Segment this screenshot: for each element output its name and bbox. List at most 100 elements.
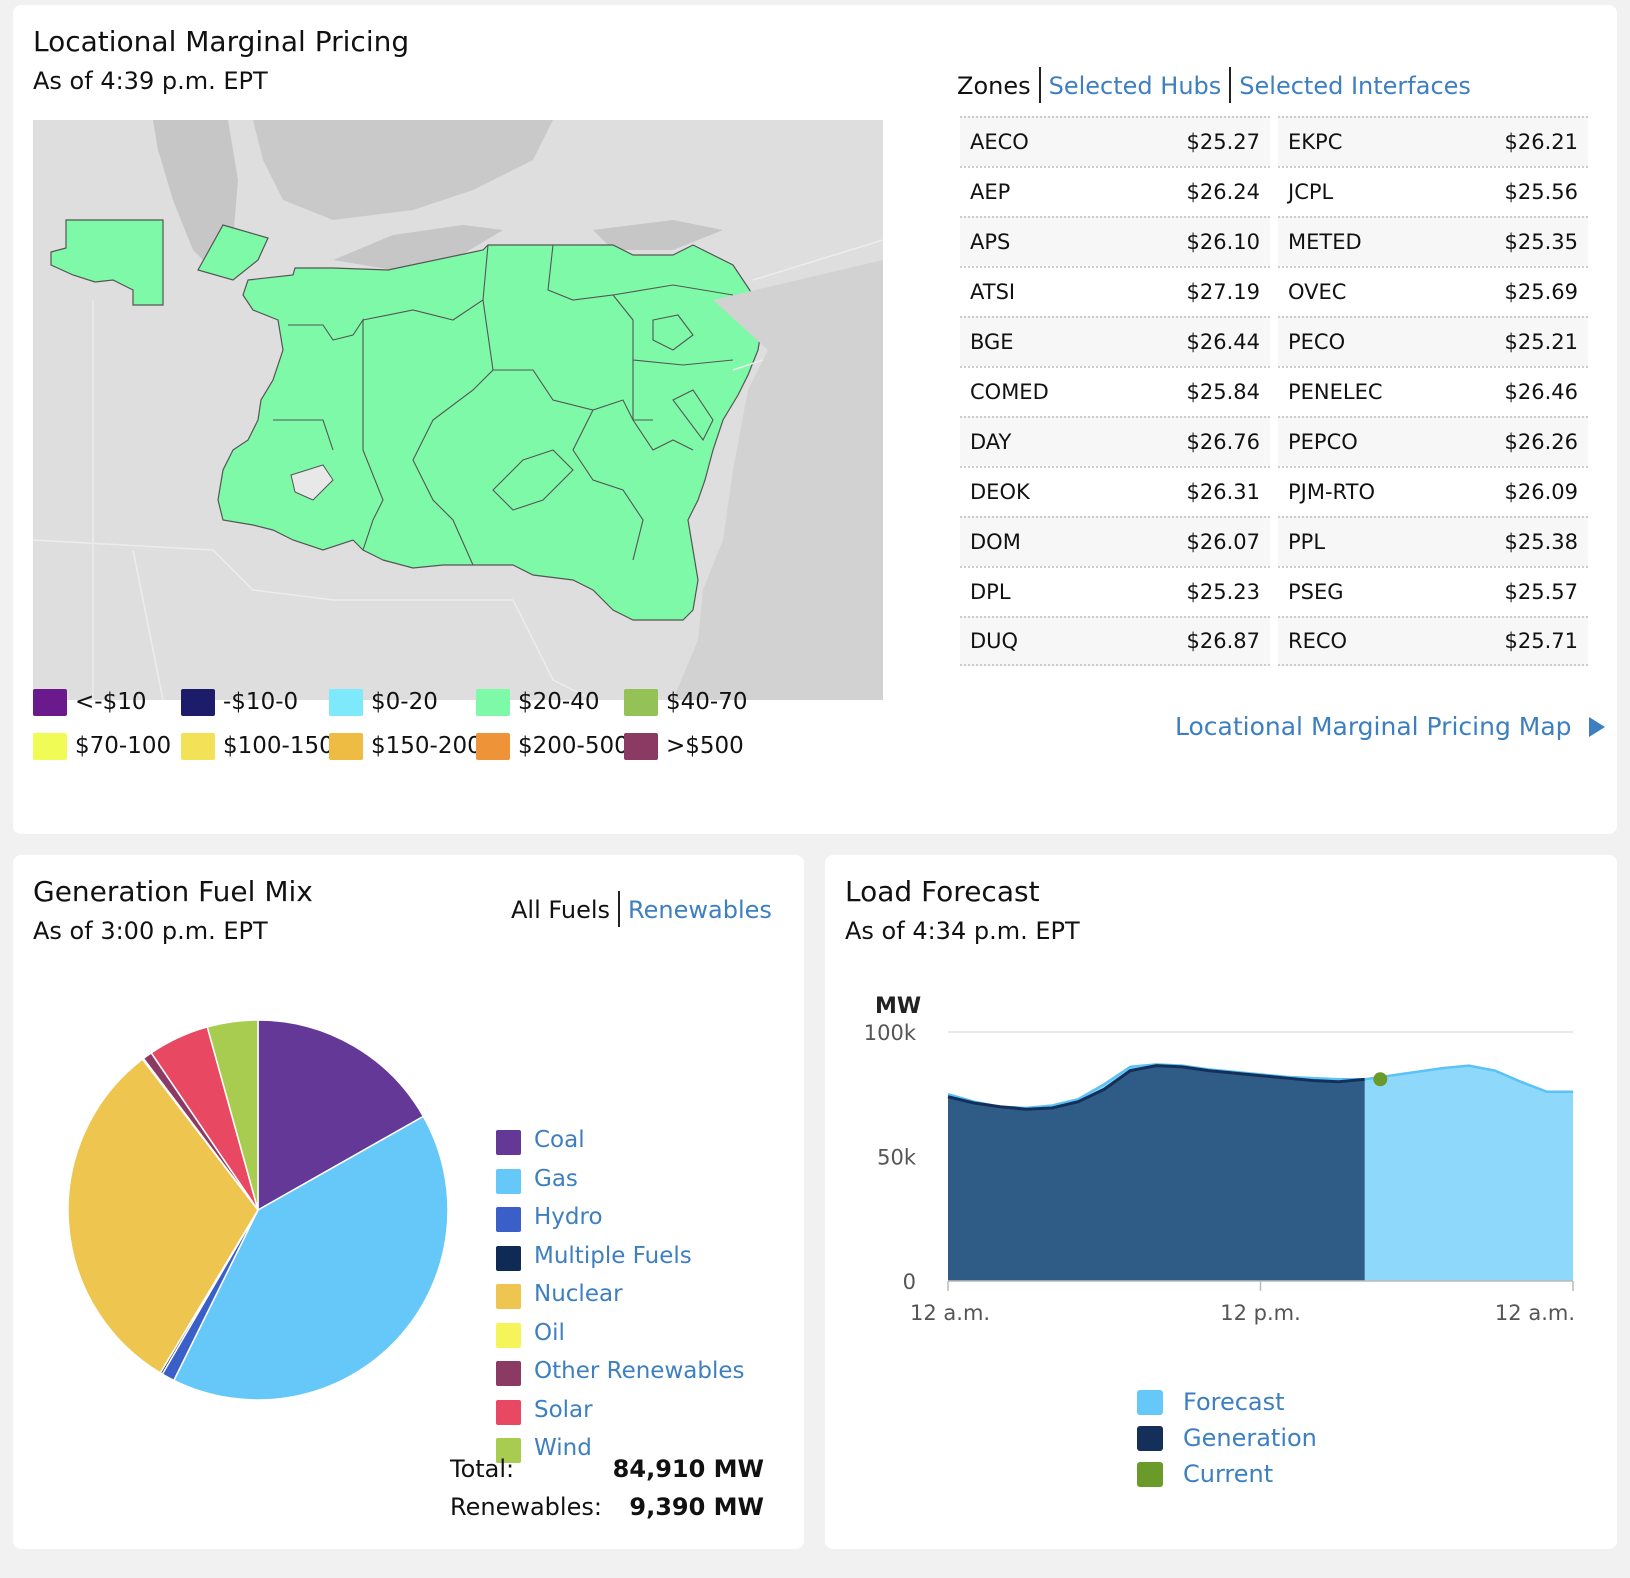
zone-price: $25.38 [1504, 530, 1578, 554]
legend-item-hydro[interactable]: Hydro [534, 1204, 603, 1230]
x-tick-label: 12 p.m. [1220, 1301, 1301, 1325]
legend-item-current[interactable]: Current [1183, 1460, 1274, 1488]
table-row: DPL $25.23 PSEG $25.57 [960, 566, 1588, 616]
pjm-region-main[interactable] [217, 244, 764, 621]
price-legend-swatch [624, 689, 658, 716]
zone-price: $25.27 [1186, 130, 1260, 154]
price-legend-label: $100-150 [223, 733, 334, 759]
zone-price: $26.21 [1504, 130, 1578, 154]
zone-cell: PSEG $25.57 [1278, 566, 1588, 616]
legend-swatch [496, 1130, 521, 1155]
pjm-region-comed-east[interactable] [197, 224, 269, 281]
x-tick-label: 12 a.m. [1495, 1301, 1575, 1325]
legend-swatch [496, 1207, 521, 1232]
price-legend-label: <-$10 [75, 689, 147, 715]
pie-slice-nuclear[interactable] [67, 1058, 259, 1374]
table-row: DUQ $26.87 RECO $25.71 [960, 616, 1588, 666]
table-row: AEP $26.24 JCPL $25.56 [960, 166, 1588, 216]
zone-cell: EKPC $26.21 [1278, 116, 1588, 166]
legend-item-wind[interactable]: Wind [534, 1435, 592, 1461]
legend-swatch [496, 1245, 521, 1271]
legend-item-gas[interactable]: Gas [534, 1165, 578, 1192]
zone-name: EKPC [1288, 130, 1343, 154]
zone-name: METED [1288, 230, 1362, 254]
legend-item-other-renewables[interactable]: Other Renewables [534, 1358, 745, 1384]
zone-cell: DAY $26.76 [960, 416, 1270, 466]
pie-slice-gas[interactable] [172, 1115, 449, 1401]
total-label: Total: [450, 1455, 515, 1483]
price-legend-swatch [33, 733, 67, 760]
zone-cell: OVEC $25.69 [1278, 266, 1588, 316]
state-lines [33, 239, 883, 700]
legend-item-oil[interactable]: Oil [534, 1319, 565, 1346]
y-tick-label: 100k [864, 1021, 917, 1045]
zone-name: PEPCO [1288, 430, 1358, 454]
lake-huron [253, 120, 553, 220]
tab-separator [1229, 67, 1232, 103]
x-tick-label: 12 a.m. [910, 1301, 990, 1325]
zone-price: $26.26 [1504, 430, 1578, 454]
load-forecast-title: Load Forecast [845, 875, 1040, 908]
zone-name: COMED [970, 380, 1049, 404]
zone-cell: AEP $26.24 [960, 166, 1270, 216]
map-hole [290, 464, 334, 501]
fuel-mix-card: Generation Fuel Mix As of 3:00 p.m. EPT … [13, 855, 804, 1549]
zone-price: $26.07 [1186, 530, 1260, 554]
legend-item-solar[interactable]: Solar [534, 1396, 593, 1423]
legend-item-forecast[interactable]: Forecast [1183, 1388, 1285, 1416]
zone-price: $26.09 [1504, 480, 1578, 504]
price-legend-swatch [476, 733, 510, 760]
generation-line [947, 1064, 1365, 1111]
legend-swatch [1137, 1390, 1163, 1415]
zone-cell: PENELEC $26.46 [1278, 366, 1588, 416]
legend-swatch [496, 1399, 521, 1425]
table-row: BGE $26.44 PECO $25.21 [960, 316, 1588, 366]
generation-area [948, 1065, 1365, 1281]
load-forecast-card: Load Forecast As of 4:34 p.m. EPT MW 0 50k… [825, 855, 1617, 1549]
current-point[interactable] [1373, 1072, 1388, 1087]
zone-cell: METED $25.35 [1278, 216, 1588, 266]
tab-selected-hubs[interactable]: Selected Hubs [1048, 72, 1222, 100]
tab-renewables[interactable]: Renewables [628, 896, 772, 924]
zone-name: PSEG [1288, 580, 1344, 604]
price-legend-label: $150-200 [371, 733, 482, 759]
legend-swatch [1137, 1462, 1163, 1487]
legend-item-coal[interactable]: Coal [534, 1127, 585, 1153]
legend-item-nuclear[interactable]: Nuclear [534, 1281, 623, 1307]
lmp-map[interactable] [33, 120, 883, 700]
zone-name: DUQ [970, 629, 1019, 653]
table-row: DOM $26.07 PPL $25.38 [960, 516, 1588, 566]
table-row: DEOK $26.31 PJM-RTO $26.09 [960, 466, 1588, 516]
price-legend-label: $40-70 [666, 689, 748, 715]
tab-all-fuels[interactable]: All Fuels [511, 896, 611, 924]
lmp-as-of: As of 4:39 p.m. EPT [33, 67, 268, 95]
lmp-map-link[interactable]: Locational Marginal Pricing Map [1175, 712, 1606, 741]
price-legend-label: -$10-0 [223, 689, 299, 715]
y-tick-label: 50k [877, 1146, 917, 1170]
zone-price: $26.24 [1186, 180, 1260, 204]
pie-slice-wind[interactable] [206, 1019, 259, 1211]
zone-price: $25.23 [1186, 580, 1260, 604]
lake-ontario [593, 220, 723, 250]
price-legend-swatch [476, 689, 510, 716]
zone-price: $25.56 [1504, 180, 1578, 204]
price-legend-swatch [329, 689, 363, 716]
zone-price: $25.84 [1186, 380, 1260, 404]
tab-zones[interactable]: Zones [957, 72, 1031, 100]
zone-price-table: AECO $25.27 EKPC $26.21 AEP $26.24 JCPL $25.56 A… [952, 116, 1596, 666]
pjm-region-comed-west[interactable] [50, 219, 164, 306]
zone-name: DAY [970, 430, 1012, 454]
price-legend-label: $70-100 [75, 733, 172, 759]
zone-cell: AECO $25.27 [960, 116, 1270, 166]
fuel-mix-as-of: As of 3:00 p.m. EPT [33, 917, 268, 945]
zone-name: BGE [970, 330, 1014, 354]
legend-item-multiple-fuels[interactable]: Multiple Fuels [534, 1242, 692, 1269]
price-legend-swatch [33, 689, 67, 716]
price-legend-label: $20-40 [518, 689, 600, 715]
zone-price: $25.71 [1504, 629, 1578, 653]
zone-cell: RECO $25.71 [1278, 616, 1588, 666]
pie-slice-coal[interactable] [257, 1019, 425, 1212]
zone-price: $25.35 [1504, 230, 1578, 254]
tab-selected-interfaces[interactable]: Selected Interfaces [1239, 72, 1471, 100]
legend-item-generation[interactable]: Generation [1183, 1424, 1317, 1452]
